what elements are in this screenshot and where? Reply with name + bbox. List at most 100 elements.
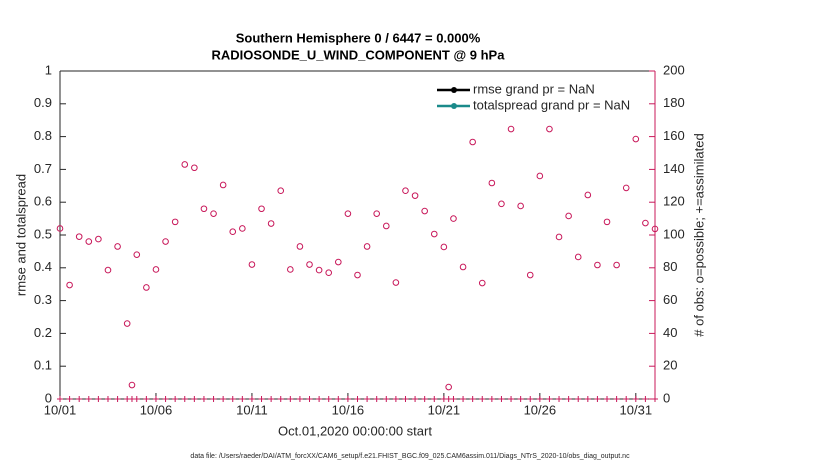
possible-point bbox=[219, 181, 227, 189]
possible-point bbox=[430, 230, 438, 238]
possible-point bbox=[287, 266, 294, 273]
possible-point bbox=[584, 191, 592, 199]
assimilated-point bbox=[488, 396, 495, 402]
x-tick-label: 10/11 bbox=[236, 402, 268, 417]
y-axis-label: rmse and totalspread bbox=[13, 174, 28, 296]
assimilated-point bbox=[335, 396, 342, 402]
possible-point bbox=[114, 243, 121, 250]
possible-point bbox=[123, 320, 131, 327]
possible-point bbox=[411, 192, 419, 199]
assimilated-point bbox=[584, 396, 591, 402]
possible-point bbox=[469, 138, 476, 146]
possible-point bbox=[344, 210, 352, 217]
possible-point bbox=[526, 271, 534, 279]
y2-tick-label: 40 bbox=[663, 325, 677, 340]
y-tick-label: 0.4 bbox=[34, 259, 52, 274]
possible-point bbox=[306, 261, 313, 268]
possible-point bbox=[128, 381, 136, 389]
possible-point bbox=[95, 235, 102, 243]
x-tick-label: 10/06 bbox=[140, 402, 173, 417]
y-tick-label: 0.7 bbox=[34, 161, 52, 176]
assimilated-point bbox=[277, 396, 284, 402]
assimilated-point bbox=[66, 396, 73, 402]
assimilated-point bbox=[104, 396, 111, 402]
assimilated-point bbox=[373, 396, 380, 402]
assimilated-point bbox=[287, 396, 294, 402]
possible-point bbox=[546, 125, 553, 133]
assimilated-point bbox=[296, 396, 303, 402]
assimilated-point bbox=[306, 396, 313, 402]
assimilated-point bbox=[57, 396, 63, 402]
y-tick-label: 0.6 bbox=[34, 194, 52, 209]
y2-tick-label: 80 bbox=[663, 259, 677, 274]
x-tick-label: 10/26 bbox=[524, 402, 557, 417]
assimilated-point bbox=[162, 396, 169, 402]
assimilated-point bbox=[527, 396, 534, 402]
possible-point bbox=[373, 210, 380, 217]
assimilated-point bbox=[517, 396, 524, 402]
possible-point bbox=[239, 225, 246, 232]
possible-point bbox=[574, 253, 582, 261]
assimilated-point bbox=[114, 396, 121, 402]
assimilated-point bbox=[546, 396, 553, 402]
assimilated-point bbox=[200, 396, 207, 402]
assimilated-point bbox=[613, 396, 620, 402]
assimilated-point bbox=[421, 396, 428, 402]
possible-point bbox=[459, 263, 467, 271]
assimilated-point bbox=[354, 396, 361, 402]
possible-point bbox=[152, 266, 160, 273]
x-tick-label: 10/01 bbox=[44, 402, 77, 417]
assimilated-point bbox=[498, 396, 505, 402]
possible-point bbox=[104, 266, 112, 274]
assimilated-point bbox=[431, 396, 438, 402]
possible-point bbox=[445, 383, 452, 391]
assimilated-point bbox=[652, 396, 658, 402]
x-tick-label: 10/21 bbox=[428, 402, 461, 417]
possible-point bbox=[488, 179, 496, 187]
possible-point bbox=[335, 258, 342, 266]
possible-point bbox=[622, 184, 630, 192]
possible-point bbox=[651, 225, 659, 233]
possible-point bbox=[325, 269, 333, 277]
y-tick-label: 0.3 bbox=[34, 292, 52, 307]
assimilated-point bbox=[344, 396, 351, 402]
assimilated-point bbox=[85, 396, 92, 402]
y2-tick-label: 100 bbox=[663, 226, 685, 241]
possible-point bbox=[191, 164, 198, 172]
assimilated-point bbox=[229, 396, 236, 402]
y2-tick-label: 20 bbox=[663, 358, 677, 373]
possible-point bbox=[171, 218, 179, 226]
assimilated-point bbox=[392, 396, 399, 402]
possible-point bbox=[143, 284, 150, 291]
assimilated-point bbox=[248, 396, 255, 402]
possible-point bbox=[56, 225, 64, 232]
possible-point bbox=[229, 228, 237, 236]
y2-tick-label: 160 bbox=[663, 128, 685, 143]
assimilated-point bbox=[460, 396, 467, 402]
assimilated-point bbox=[268, 396, 275, 402]
assimilated-point bbox=[325, 396, 332, 402]
y-tick-label: 0 bbox=[45, 390, 52, 405]
legend-marker bbox=[451, 103, 457, 109]
x-axis-label: Oct.01,2020 00:00:00 start bbox=[278, 423, 432, 438]
legend-marker bbox=[451, 87, 457, 93]
possible-point bbox=[440, 243, 448, 251]
possible-point bbox=[478, 279, 486, 287]
legend-label: rmse grand pr = NaN bbox=[473, 81, 595, 96]
y-tick-label: 0.5 bbox=[34, 226, 52, 241]
possible-point bbox=[450, 215, 457, 222]
possible-point bbox=[66, 281, 73, 289]
possible-point bbox=[498, 200, 505, 208]
assimilated-point bbox=[258, 396, 265, 402]
possible-point bbox=[133, 251, 141, 258]
possible-point bbox=[162, 238, 169, 245]
chart-subtitle: RADIOSONDE_U_WIND_COMPONENT @ 9 hPa bbox=[212, 47, 506, 62]
possible-point bbox=[555, 233, 563, 241]
possible-point bbox=[642, 219, 649, 227]
possible-point bbox=[392, 279, 400, 286]
assimilated-point bbox=[181, 396, 188, 402]
possible-point bbox=[267, 220, 275, 227]
possible-point bbox=[210, 210, 217, 217]
assimilated-point bbox=[143, 396, 150, 402]
